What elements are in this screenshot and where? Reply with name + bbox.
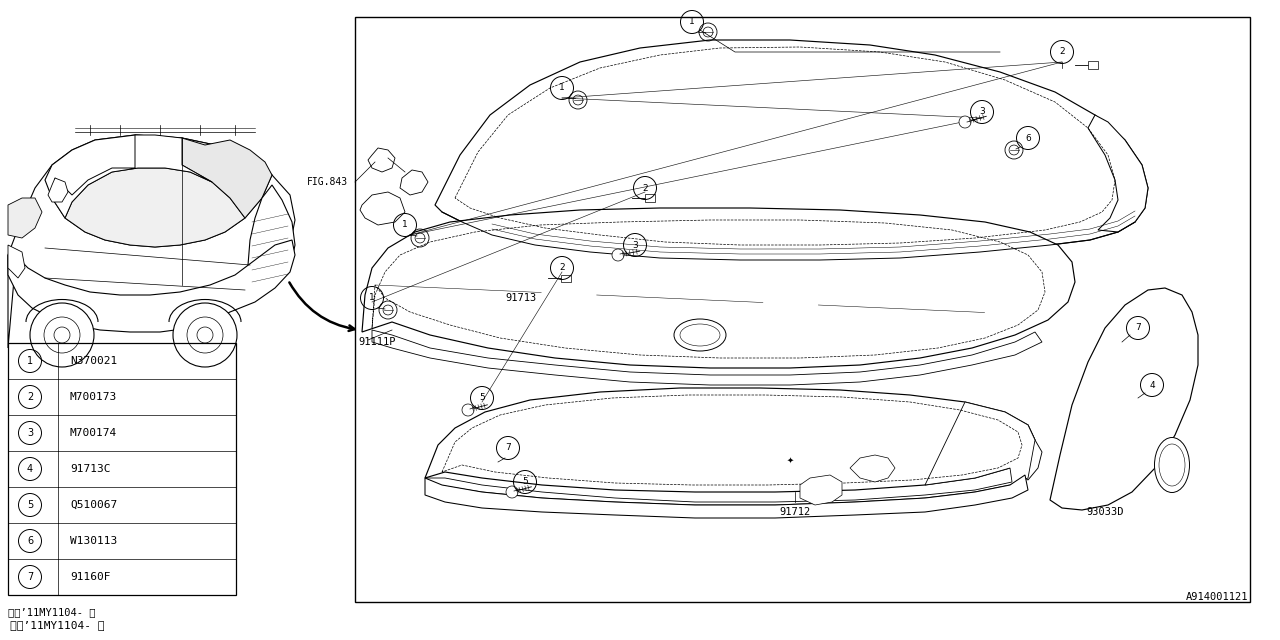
Text: 91712: 91712: [780, 507, 810, 517]
Text: ※（’11MY1104- ）: ※（’11MY1104- ）: [8, 607, 96, 617]
Text: 7: 7: [1135, 323, 1140, 333]
Polygon shape: [248, 185, 294, 285]
Polygon shape: [65, 168, 244, 247]
Text: 91160F: 91160F: [70, 572, 110, 582]
Circle shape: [173, 303, 237, 367]
Polygon shape: [425, 388, 1036, 492]
Text: 2: 2: [1059, 47, 1065, 56]
Ellipse shape: [675, 319, 726, 351]
Text: 91713: 91713: [506, 293, 536, 303]
Bar: [645, 195, 655, 202]
Polygon shape: [52, 135, 212, 218]
Text: 5: 5: [27, 500, 33, 510]
Text: W130113: W130113: [70, 536, 118, 546]
Polygon shape: [8, 240, 294, 332]
Text: Q510067: Q510067: [70, 500, 118, 510]
Text: 4: 4: [1149, 381, 1155, 390]
Text: 1: 1: [369, 294, 375, 303]
Bar: [1088, 61, 1098, 68]
Circle shape: [197, 327, 212, 343]
Text: 3: 3: [979, 108, 984, 116]
Polygon shape: [1010, 425, 1042, 480]
Polygon shape: [8, 245, 26, 278]
Polygon shape: [49, 178, 68, 202]
Polygon shape: [1088, 115, 1148, 232]
Circle shape: [462, 404, 474, 416]
Polygon shape: [8, 135, 294, 348]
Text: 7: 7: [506, 444, 511, 452]
Text: ✦: ✦: [786, 456, 794, 465]
Text: 3: 3: [27, 428, 33, 438]
Text: 5: 5: [522, 477, 527, 486]
Text: 1: 1: [27, 356, 33, 366]
Text: 5: 5: [479, 394, 485, 403]
Text: 6: 6: [1025, 134, 1030, 143]
Text: 4: 4: [27, 464, 33, 474]
Polygon shape: [850, 455, 895, 482]
Polygon shape: [435, 40, 1148, 260]
Text: N370021: N370021: [70, 356, 118, 366]
Circle shape: [187, 317, 223, 353]
Text: 93033D: 93033D: [1087, 507, 1124, 517]
Circle shape: [54, 327, 70, 343]
Polygon shape: [369, 148, 396, 172]
Circle shape: [959, 116, 972, 128]
Text: 2: 2: [27, 392, 33, 402]
Text: 1: 1: [559, 83, 564, 93]
Text: 7: 7: [27, 572, 33, 582]
Polygon shape: [8, 198, 42, 238]
Text: 1: 1: [402, 221, 408, 230]
Text: M700173: M700173: [70, 392, 118, 402]
Ellipse shape: [1155, 438, 1189, 493]
Polygon shape: [425, 402, 1036, 505]
Text: A914001121: A914001121: [1185, 592, 1248, 602]
Text: 3: 3: [632, 241, 637, 250]
Polygon shape: [1050, 288, 1198, 510]
Polygon shape: [425, 475, 1028, 518]
Text: 91111P: 91111P: [358, 337, 396, 347]
Polygon shape: [372, 330, 1042, 385]
Text: 91713C: 91713C: [70, 464, 110, 474]
Text: 2: 2: [643, 184, 648, 193]
Text: 1: 1: [689, 17, 695, 26]
Polygon shape: [360, 192, 404, 225]
Text: ※（’11MY1104- ）: ※（’11MY1104- ）: [10, 620, 105, 630]
Text: 2: 2: [559, 264, 564, 273]
Bar: [355, 17, 1251, 602]
Bar: [561, 275, 571, 282]
Text: FIG.843: FIG.843: [307, 177, 348, 187]
Polygon shape: [182, 138, 273, 218]
Circle shape: [506, 486, 518, 498]
Circle shape: [29, 303, 93, 367]
Circle shape: [612, 249, 625, 261]
Polygon shape: [800, 475, 842, 505]
Text: M700174: M700174: [70, 428, 118, 438]
Polygon shape: [399, 170, 428, 195]
Text: 6: 6: [27, 536, 33, 546]
Bar: [8, 343, 236, 595]
Polygon shape: [362, 208, 1075, 368]
Polygon shape: [45, 135, 273, 247]
Circle shape: [44, 317, 79, 353]
